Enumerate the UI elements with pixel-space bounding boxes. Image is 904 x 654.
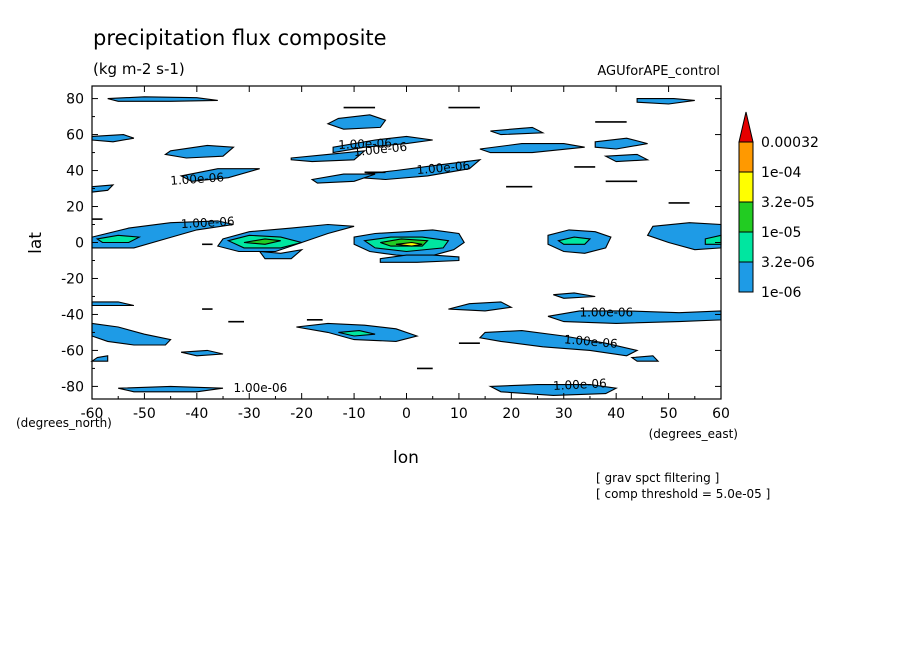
contour-region-37: [557, 236, 592, 245]
contour-region-33: [91, 184, 115, 193]
contour-fill-layer: [90, 96, 722, 396]
contour-region-6: [258, 248, 304, 260]
contour-label-2: 1.00e-06: [353, 140, 408, 160]
contour-region-11: [326, 114, 387, 130]
contour-region-21: [547, 310, 722, 324]
x-tick-label: 30: [555, 406, 573, 422]
contour-region-20: [448, 301, 514, 312]
contour-region-29: [91, 301, 135, 307]
contour-region-9: [332, 135, 433, 154]
x-tick-label: 10: [450, 406, 468, 422]
contour-region-16: [594, 137, 648, 150]
contour-label-1: 1.00e-06: [181, 214, 235, 231]
chart-title: precipitation flux composite: [93, 26, 387, 50]
y-tick-label: -20: [61, 271, 84, 287]
x-tick-label: -60: [81, 406, 104, 422]
x-axis-units: (degrees_east): [649, 427, 738, 441]
contour-line-fragments: [92, 106, 690, 370]
contour-region-38: [338, 330, 376, 337]
contour-region-23: [478, 330, 639, 357]
contour-region-31: [630, 355, 660, 362]
y-axis-label: lat: [26, 232, 46, 254]
filter-note: [ grav spct filtering ]: [596, 471, 719, 485]
contour-region-8: [379, 254, 460, 263]
colorbar-segment-4: [738, 141, 754, 173]
contour-label-7: 1.00e-06: [553, 376, 607, 393]
y-tick-label: 20: [66, 200, 84, 216]
contour-region-10: [290, 150, 367, 163]
threshold-note: [ comp threshold = 5.0e-05 ]: [596, 487, 770, 501]
x-tick-label: 0: [402, 406, 411, 422]
contour-region-2: [163, 144, 235, 159]
contour-region-24: [91, 322, 172, 346]
contour-region-19: [646, 222, 722, 251]
x-tick-label: 60: [712, 406, 730, 422]
colorbar-segment-2: [738, 201, 754, 233]
x-tick-label: -50: [133, 406, 156, 422]
colorbar-label-2: 1e-05: [761, 225, 801, 241]
contour-region-34: [95, 234, 142, 244]
x-tick-label: -40: [185, 406, 208, 422]
contour-region-28: [553, 292, 596, 299]
contour-label-3: 1.00e-06: [416, 159, 471, 178]
colorbar-label-3: 3.2e-05: [761, 195, 815, 211]
contour-region-30: [90, 355, 109, 362]
colorbar-label-5: 0.00032: [761, 135, 819, 151]
x-tick-label: 20: [502, 406, 520, 422]
contour-region-3: [179, 168, 260, 182]
contour-region-12: [357, 159, 482, 181]
colorbar-segment-0: [738, 261, 754, 293]
colorbar-triangle: [738, 111, 754, 143]
contour-region-27: [488, 384, 619, 396]
y-tick-label: 40: [66, 164, 84, 180]
contour-label-5: 1.00e-06: [579, 305, 633, 319]
dataset-label: AGUforAPE_control: [597, 64, 720, 79]
colorbar-label-1: 3.2e-06: [761, 255, 815, 271]
contour-label-0: 1.00e-06: [170, 170, 225, 188]
contour-region-0: [107, 96, 218, 102]
colorbar-segment-1: [738, 231, 754, 263]
contour-region-17: [603, 153, 650, 163]
contour-region-32: [636, 98, 695, 105]
x-axis-label: lon: [393, 448, 419, 468]
x-tick-label: -10: [343, 406, 366, 422]
x-tick-label: -30: [238, 406, 261, 422]
contour-region-42: [395, 241, 423, 247]
y-tick-label: 0: [75, 236, 84, 252]
y-tick-label: -60: [61, 343, 84, 359]
contour-region-26: [118, 385, 224, 393]
contour-label-layer: 1.00e-061.00e-061.00e-061.00e-061.00e-06…: [170, 136, 633, 395]
y-tick-label: 60: [66, 128, 84, 144]
colorbar-label-0: 1e-06: [761, 285, 801, 301]
colorbar-segment-3: [738, 171, 754, 203]
x-tick-label: 40: [607, 406, 625, 422]
x-tick-label: -20: [290, 406, 313, 422]
contour-region-40: [243, 238, 281, 245]
y-axis: -80 -60 -40 -20 0 20 40 60 80: [61, 92, 721, 395]
colorbar-label-4: 1e-04: [761, 165, 801, 181]
contour-label-4: 1.00e-06: [234, 381, 288, 395]
contour-label-6: 1.00e-06: [563, 332, 618, 351]
x-tick-label: 50: [660, 406, 678, 422]
contour-region-25: [180, 349, 224, 357]
colorbar: 1e-06 3.2e-06 1e-05 3.2e-05 1e-04 0.00032: [738, 111, 819, 301]
y-tick-label: -40: [61, 307, 84, 323]
chart-units: (kg m-2 s-1): [93, 60, 185, 78]
contour-region-14: [479, 143, 585, 154]
contour-label-8: 1.00e-06: [338, 136, 392, 152]
contour-region-13: [310, 173, 376, 184]
x-axis: -60 -50 -40 -30 -20 -10 0 10 20 30 40 50 60: [81, 86, 730, 422]
y-tick-label: 80: [66, 92, 84, 108]
y-tick-label: -80: [61, 379, 84, 395]
contour-region-15: [490, 126, 545, 136]
y-axis-units: (degrees_north): [16, 416, 112, 430]
contour-region-1: [91, 134, 135, 143]
